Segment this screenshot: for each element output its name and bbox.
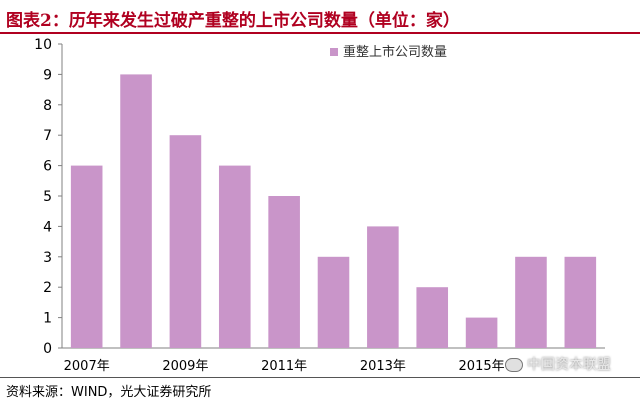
x-tick-label: 2015年 [459, 359, 505, 374]
x-tick-label: 2011年 [261, 359, 307, 374]
x-tick-label: 2013年 [360, 359, 406, 374]
y-tick-label: 0 [43, 341, 52, 357]
bar [218, 165, 251, 348]
wechat-icon [505, 358, 523, 372]
y-tick-label: 4 [43, 219, 52, 235]
legend-swatch [330, 48, 338, 56]
bar [465, 317, 498, 348]
legend-label: 重整上市公司数量 [343, 44, 447, 60]
bar [515, 256, 547, 348]
y-tick-label: 7 [43, 128, 52, 144]
footer-divider [0, 377, 640, 378]
x-tick-label: 2009年 [162, 359, 208, 374]
figure-title: 图表2：历年来发生过破产重整的上市公司数量（单位：家） [6, 11, 460, 31]
bar [416, 287, 449, 348]
bar [70, 165, 103, 348]
y-tick-label: 6 [43, 159, 52, 175]
y-tick-label: 8 [43, 98, 52, 114]
bar [268, 196, 300, 348]
bar-chart: 0 1 2 3 4 5 6 7 8 9 10 2007年 2009年 2011年 2013年 2015年 重整上… [34, 37, 605, 374]
y-tick-label: 5 [43, 189, 52, 205]
y-tick-label: 2 [43, 280, 52, 296]
source-note: 资料来源：WIND，光大证券研究所 [6, 385, 212, 400]
y-tick-label: 10 [34, 37, 52, 53]
watermark-text: 中国资本联盟 [527, 357, 611, 373]
bar [169, 135, 202, 348]
bar [367, 226, 399, 348]
watermark: 中国资本联盟 [505, 354, 611, 374]
x-tick-label: 2007年 [64, 359, 110, 374]
y-tick-label: 1 [43, 311, 52, 327]
bar [564, 256, 597, 348]
bar [120, 74, 152, 349]
y-tick-label: 3 [43, 250, 52, 266]
bar [317, 256, 350, 348]
y-tick-label: 9 [43, 67, 52, 83]
figure-header: 图表2：历年来发生过破产重整的上市公司数量（单位：家） [0, 0, 640, 34]
